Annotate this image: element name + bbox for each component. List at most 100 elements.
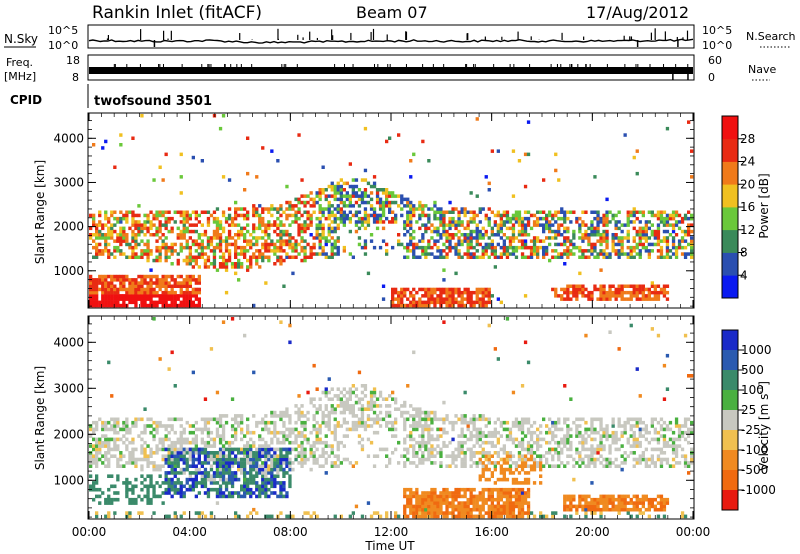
power-cell bbox=[629, 249, 633, 253]
power-cell bbox=[542, 223, 546, 227]
velocity-cell bbox=[122, 420, 126, 425]
power-cell bbox=[366, 181, 371, 186]
velocity-cell bbox=[143, 451, 147, 455]
power-cell bbox=[182, 281, 186, 285]
velocity-cell bbox=[520, 417, 525, 422]
velocity-cell bbox=[173, 451, 177, 455]
power-cell bbox=[167, 249, 171, 253]
velocity-cell bbox=[170, 454, 174, 458]
velocity-cell bbox=[475, 451, 479, 455]
velocity-cell bbox=[221, 481, 226, 485]
velocity-cell bbox=[372, 387, 377, 391]
velocity-cell bbox=[230, 457, 235, 462]
power-cell bbox=[572, 236, 576, 240]
power-cell bbox=[457, 242, 461, 247]
power-cell bbox=[158, 236, 162, 240]
power-cell bbox=[421, 287, 425, 292]
power-cell bbox=[297, 200, 301, 205]
velocity-cell bbox=[155, 494, 159, 499]
velocity-cell bbox=[188, 440, 192, 445]
power-cell bbox=[584, 255, 588, 259]
power-cell bbox=[95, 245, 99, 250]
power-cell bbox=[578, 255, 582, 259]
power-cell bbox=[587, 242, 591, 247]
velocity-cell bbox=[291, 461, 295, 465]
power-cell bbox=[490, 242, 494, 247]
power-cell bbox=[158, 258, 162, 263]
velocity-cell bbox=[360, 444, 365, 448]
velocity-cell bbox=[427, 451, 431, 455]
velocity-cell bbox=[134, 424, 138, 428]
velocity-cell bbox=[318, 437, 322, 442]
power-cell bbox=[218, 239, 223, 243]
power-cell bbox=[475, 290, 479, 295]
power-cell bbox=[342, 188, 346, 192]
power-cell bbox=[321, 210, 325, 214]
velocity-cell bbox=[218, 491, 223, 495]
velocity-cell bbox=[551, 430, 555, 435]
power-cell bbox=[237, 229, 241, 234]
velocity-cell bbox=[560, 461, 564, 465]
velocity-cell bbox=[237, 424, 241, 428]
power-cell bbox=[240, 265, 244, 269]
velocity-cell bbox=[342, 394, 346, 398]
velocity-cell bbox=[342, 387, 346, 391]
velocity-cell bbox=[98, 417, 102, 422]
power-cell bbox=[532, 220, 537, 224]
velocity-cell bbox=[246, 491, 250, 495]
velocity-cell bbox=[466, 514, 470, 519]
velocity-cell bbox=[502, 471, 506, 475]
power-cell bbox=[155, 278, 159, 282]
power-cell bbox=[403, 287, 407, 292]
velocity-cell bbox=[224, 477, 229, 482]
power-cell bbox=[442, 255, 446, 259]
power-cell bbox=[554, 294, 558, 298]
power-cell bbox=[638, 252, 642, 256]
velocity-cell bbox=[164, 427, 168, 432]
power-cell bbox=[95, 300, 99, 305]
velocity-cell bbox=[249, 491, 253, 495]
power-cell bbox=[215, 236, 220, 240]
power-cell bbox=[230, 223, 235, 227]
power-cell bbox=[194, 229, 198, 234]
velocity-cell bbox=[508, 494, 513, 499]
velocity-cell bbox=[427, 507, 431, 512]
power-cell bbox=[333, 226, 337, 231]
power-cell bbox=[200, 239, 204, 243]
power-cell bbox=[511, 213, 516, 218]
power-cell bbox=[255, 175, 259, 179]
power-cell bbox=[424, 213, 428, 218]
power-cell bbox=[318, 210, 322, 214]
power-cell bbox=[291, 245, 295, 250]
velocity-cell bbox=[194, 444, 198, 448]
velocity-cell bbox=[523, 497, 528, 502]
velocity-cell bbox=[134, 457, 138, 462]
power-cell bbox=[514, 213, 519, 218]
power-cell bbox=[197, 290, 201, 295]
velocity-cell bbox=[188, 430, 192, 435]
power-cell bbox=[119, 236, 123, 240]
velocity-cell bbox=[466, 511, 470, 515]
power-cell bbox=[170, 226, 174, 231]
velocity-cell bbox=[336, 397, 340, 401]
power-cell bbox=[155, 216, 159, 221]
velocity-cell bbox=[539, 437, 543, 442]
velocity-cell bbox=[267, 447, 271, 452]
power-cell bbox=[385, 216, 389, 221]
power-cell bbox=[246, 239, 250, 243]
velocity-cell bbox=[463, 414, 467, 418]
power-cell bbox=[306, 216, 310, 221]
power-cell bbox=[234, 255, 238, 259]
velocity-cell bbox=[92, 444, 96, 448]
power-cell bbox=[125, 290, 129, 295]
power-cell bbox=[131, 213, 135, 218]
power-cell bbox=[255, 236, 259, 240]
velocity-cell bbox=[104, 464, 108, 468]
power-cell bbox=[381, 200, 386, 205]
velocity-cell bbox=[101, 461, 105, 465]
power-cell bbox=[536, 255, 540, 259]
power-cell bbox=[224, 242, 229, 247]
power-cell bbox=[605, 236, 609, 240]
power-cell bbox=[623, 252, 627, 256]
velocity-cell bbox=[110, 417, 114, 422]
